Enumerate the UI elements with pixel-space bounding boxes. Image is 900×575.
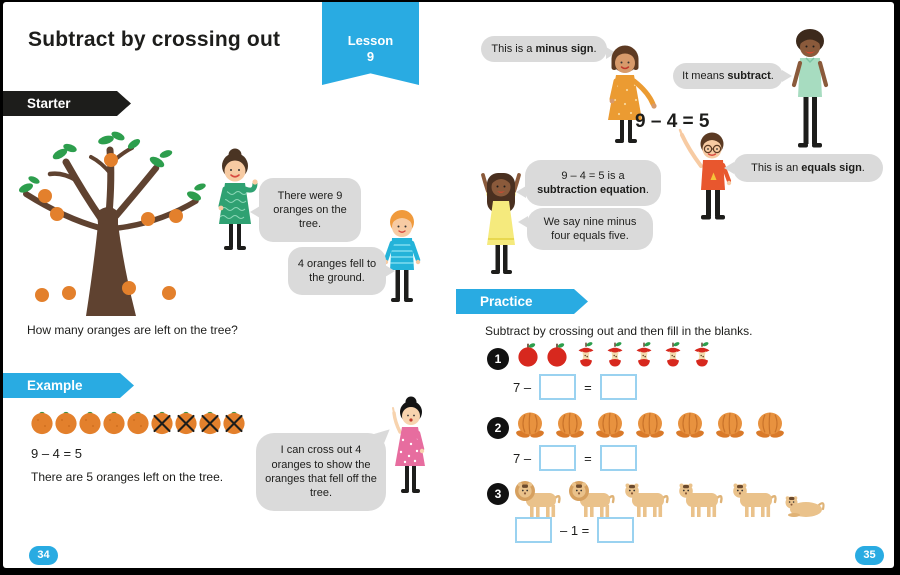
character-girl-yellow	[481, 173, 521, 274]
page-number-right: 35	[855, 546, 884, 565]
lesson-ribbon: Lesson 9	[322, 2, 419, 85]
oranges-on-ground	[35, 281, 176, 302]
answer-box-2[interactable]	[599, 374, 637, 400]
orange-icon	[54, 410, 78, 435]
pumpkin-icon	[675, 411, 705, 438]
speech-bubble-minus-sign: This is a minus sign.	[481, 36, 616, 62]
apple-icon	[516, 341, 540, 367]
apple-core-icon	[603, 341, 627, 367]
item-3-equation: – 1 =	[515, 517, 635, 543]
apple-core-icon	[690, 341, 714, 367]
example-oranges-row	[30, 410, 246, 435]
lion-icon	[513, 478, 561, 518]
item-3-icons	[513, 478, 825, 518]
speech-bubble-equals-sign: This is an equals sign.	[724, 154, 883, 182]
lion-lying-icon	[783, 491, 825, 518]
orange-crossed-icon	[198, 410, 222, 435]
lion-icon	[567, 478, 615, 518]
orange-tree-illustration	[19, 131, 206, 316]
example-statement: There are 5 oranges left on the tree.	[31, 470, 224, 484]
speech-bubble-we-say: We say nine minus four equals five.	[518, 208, 653, 250]
lesson-number: 9	[366, 49, 375, 65]
page-number-left: 34	[29, 546, 58, 565]
equation-prefix: 7 –	[513, 450, 532, 466]
lioness-icon	[729, 478, 777, 518]
pumpkin-icon	[715, 411, 745, 438]
book-spread: Subtract by crossing out Lesson 9 Starte…	[3, 2, 894, 568]
bubble-tail	[724, 162, 734, 174]
example-banner: Example	[3, 373, 134, 398]
starter-banner: Starter	[3, 91, 131, 116]
speech-bubble-subtraction-equation: 9 – 4 = 5 is a subtraction equation.	[516, 160, 661, 206]
answer-box-2[interactable]	[599, 445, 637, 471]
orange-icon	[78, 410, 102, 435]
character-woman-pink	[392, 396, 425, 493]
pumpkin-icon	[555, 411, 585, 438]
orange-crossed-icon	[174, 410, 198, 435]
lioness-icon	[621, 478, 669, 518]
bubble-tail	[606, 47, 616, 59]
speech-bubble-oranges-fell: 4 oranges fell to the ground.	[288, 247, 395, 295]
apple-core-icon	[632, 341, 656, 367]
character-woman-orange	[608, 45, 657, 143]
apple-core-icon	[574, 341, 598, 367]
lesson-label: Lesson	[347, 33, 394, 48]
item-1-equation: 7 – =	[513, 374, 637, 400]
pumpkin-icon	[595, 411, 625, 438]
item-1-icons	[516, 341, 714, 367]
speech-bubble-cross-out: I can cross out 4 oranges to show the or…	[256, 423, 393, 511]
orange-crossed-icon	[150, 410, 174, 435]
character-boy-glasses	[678, 128, 732, 220]
character-boy-blue	[383, 210, 421, 302]
oranges-on-tree	[38, 153, 183, 226]
apple-icon	[545, 341, 569, 367]
answer-box-1[interactable]	[539, 445, 577, 471]
example-equation: 9 – 4 = 5	[31, 446, 82, 461]
orange-crossed-icon	[222, 410, 246, 435]
pumpkin-icon	[515, 411, 545, 438]
item-1-number: 1	[487, 348, 509, 370]
equation-prefix: 7 –	[513, 379, 532, 395]
orange-icon	[30, 410, 54, 435]
lioness-icon	[675, 478, 723, 518]
practice-banner: Practice	[456, 289, 588, 314]
equation-middle: – 1 =	[560, 522, 590, 538]
bubble-tail	[516, 186, 526, 198]
bubble-tail	[250, 206, 260, 218]
item-2-equation: 7 – =	[513, 445, 637, 471]
item-3-number: 3	[487, 483, 509, 505]
bubble-tail	[385, 265, 395, 277]
speech-bubble-means-subtract: It means subtract.	[673, 63, 792, 89]
apple-core-icon	[661, 341, 685, 367]
page-title: Subtract by crossing out	[28, 28, 281, 51]
dialogue-equation: 9 – 4 = 5	[635, 111, 710, 132]
starter-question: How many oranges are left on the tree?	[27, 323, 238, 337]
character-woman-green	[218, 148, 258, 250]
answer-box-1[interactable]	[515, 517, 552, 543]
orange-icon	[126, 410, 150, 435]
bubble-tail	[518, 216, 528, 228]
practice-instruction: Subtract by crossing out and then fill i…	[485, 324, 753, 338]
answer-box-2[interactable]	[597, 517, 635, 543]
equation-equals: =	[584, 450, 592, 466]
pumpkin-icon	[635, 411, 665, 438]
orange-icon	[102, 410, 126, 435]
speech-bubble-oranges-on-tree: There were 9 oranges on the tree.	[250, 178, 361, 242]
bubble-tail	[782, 70, 792, 82]
pumpkin-icon	[755, 411, 785, 438]
item-2-icons	[515, 411, 785, 438]
answer-box-1[interactable]	[539, 374, 577, 400]
equation-equals: =	[584, 379, 592, 395]
character-boy-dark	[791, 29, 829, 148]
item-2-number: 2	[487, 417, 509, 439]
